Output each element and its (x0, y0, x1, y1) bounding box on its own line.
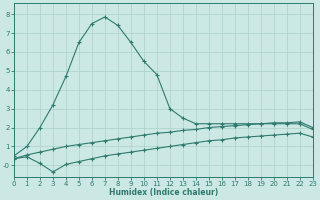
X-axis label: Humidex (Indice chaleur): Humidex (Indice chaleur) (109, 188, 218, 197)
